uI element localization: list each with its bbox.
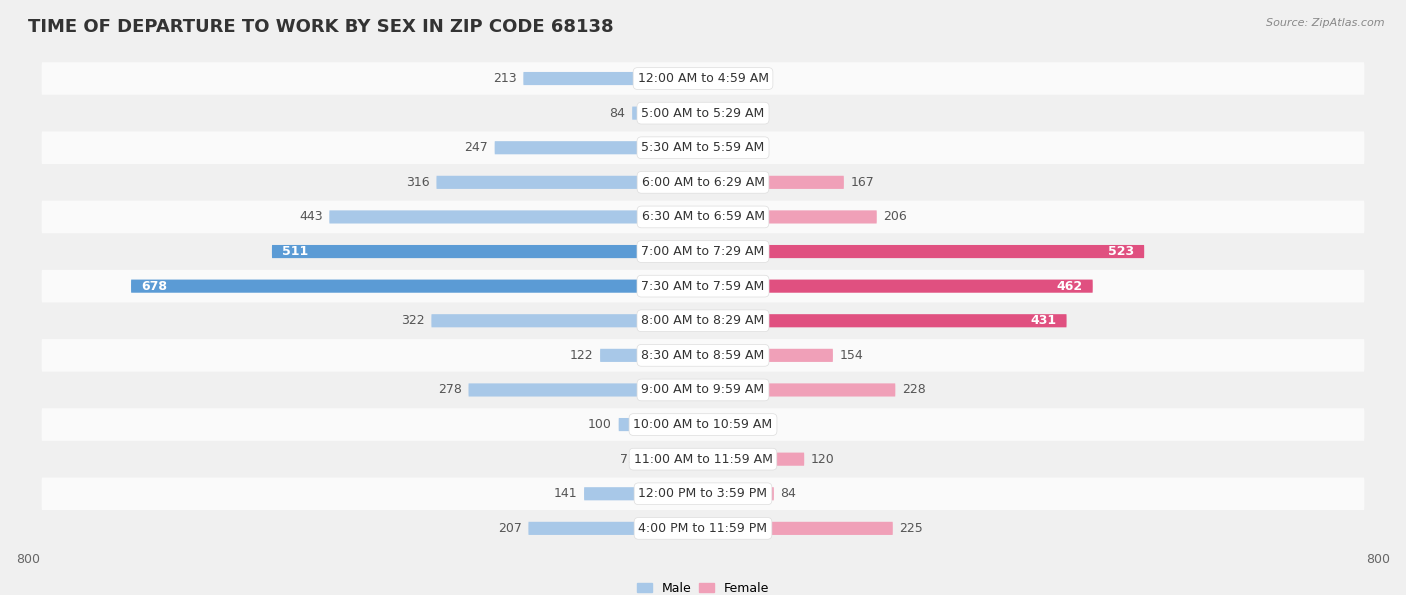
- Text: 12:00 AM to 4:59 AM: 12:00 AM to 4:59 AM: [637, 72, 769, 85]
- Text: 316: 316: [406, 176, 430, 189]
- FancyBboxPatch shape: [42, 270, 1364, 302]
- Text: 462: 462: [1056, 280, 1083, 293]
- Text: 41: 41: [744, 107, 761, 120]
- Text: 5:00 AM to 5:29 AM: 5:00 AM to 5:29 AM: [641, 107, 765, 120]
- Text: 100: 100: [588, 418, 612, 431]
- FancyBboxPatch shape: [529, 522, 703, 535]
- FancyBboxPatch shape: [436, 176, 703, 189]
- Text: 247: 247: [464, 141, 488, 154]
- Text: 154: 154: [839, 349, 863, 362]
- FancyBboxPatch shape: [329, 211, 703, 224]
- FancyBboxPatch shape: [432, 314, 703, 327]
- Text: 71: 71: [620, 453, 637, 466]
- FancyBboxPatch shape: [42, 443, 1364, 475]
- FancyBboxPatch shape: [703, 383, 896, 396]
- FancyBboxPatch shape: [42, 62, 1364, 95]
- FancyBboxPatch shape: [468, 383, 703, 396]
- FancyBboxPatch shape: [703, 245, 1144, 258]
- Text: 120: 120: [811, 453, 835, 466]
- FancyBboxPatch shape: [42, 478, 1364, 510]
- Text: 322: 322: [401, 314, 425, 327]
- FancyBboxPatch shape: [523, 72, 703, 85]
- Text: 523: 523: [1108, 245, 1135, 258]
- FancyBboxPatch shape: [131, 280, 703, 293]
- Text: 225: 225: [900, 522, 924, 535]
- Text: 8:00 AM to 8:29 AM: 8:00 AM to 8:29 AM: [641, 314, 765, 327]
- Legend: Male, Female: Male, Female: [631, 577, 775, 595]
- FancyBboxPatch shape: [703, 72, 735, 85]
- FancyBboxPatch shape: [619, 418, 703, 431]
- FancyBboxPatch shape: [703, 522, 893, 535]
- FancyBboxPatch shape: [600, 349, 703, 362]
- Text: 46: 46: [748, 418, 765, 431]
- Text: 6:00 AM to 6:29 AM: 6:00 AM to 6:29 AM: [641, 176, 765, 189]
- Text: 7:00 AM to 7:29 AM: 7:00 AM to 7:29 AM: [641, 245, 765, 258]
- Text: Source: ZipAtlas.com: Source: ZipAtlas.com: [1267, 18, 1385, 28]
- FancyBboxPatch shape: [42, 235, 1364, 268]
- Text: 11:00 AM to 11:59 AM: 11:00 AM to 11:59 AM: [634, 453, 772, 466]
- FancyBboxPatch shape: [643, 453, 703, 466]
- Text: 84: 84: [610, 107, 626, 120]
- Text: 10:00 AM to 10:59 AM: 10:00 AM to 10:59 AM: [634, 418, 772, 431]
- Text: 678: 678: [141, 280, 167, 293]
- FancyBboxPatch shape: [271, 245, 703, 258]
- FancyBboxPatch shape: [703, 487, 773, 500]
- FancyBboxPatch shape: [703, 176, 844, 189]
- FancyBboxPatch shape: [703, 453, 804, 466]
- Text: 5:30 AM to 5:59 AM: 5:30 AM to 5:59 AM: [641, 141, 765, 154]
- Text: 9:00 AM to 9:59 AM: 9:00 AM to 9:59 AM: [641, 383, 765, 396]
- Text: 12:00 PM to 3:59 PM: 12:00 PM to 3:59 PM: [638, 487, 768, 500]
- FancyBboxPatch shape: [42, 339, 1364, 372]
- FancyBboxPatch shape: [42, 512, 1364, 544]
- FancyBboxPatch shape: [42, 97, 1364, 129]
- FancyBboxPatch shape: [703, 141, 747, 154]
- FancyBboxPatch shape: [42, 131, 1364, 164]
- Text: 52: 52: [754, 141, 769, 154]
- FancyBboxPatch shape: [495, 141, 703, 154]
- Text: 122: 122: [569, 349, 593, 362]
- Text: 39: 39: [742, 72, 758, 85]
- Text: 431: 431: [1031, 314, 1056, 327]
- FancyBboxPatch shape: [633, 107, 703, 120]
- FancyBboxPatch shape: [42, 408, 1364, 441]
- FancyBboxPatch shape: [703, 107, 738, 120]
- Text: 167: 167: [851, 176, 875, 189]
- FancyBboxPatch shape: [42, 201, 1364, 233]
- FancyBboxPatch shape: [583, 487, 703, 500]
- Text: 213: 213: [494, 72, 516, 85]
- FancyBboxPatch shape: [703, 280, 1092, 293]
- Text: 6:30 AM to 6:59 AM: 6:30 AM to 6:59 AM: [641, 211, 765, 224]
- Text: 207: 207: [498, 522, 522, 535]
- FancyBboxPatch shape: [42, 374, 1364, 406]
- Text: 141: 141: [554, 487, 578, 500]
- Text: 4:00 PM to 11:59 PM: 4:00 PM to 11:59 PM: [638, 522, 768, 535]
- FancyBboxPatch shape: [703, 211, 877, 224]
- FancyBboxPatch shape: [703, 418, 742, 431]
- Text: 278: 278: [437, 383, 461, 396]
- Text: 443: 443: [299, 211, 322, 224]
- FancyBboxPatch shape: [703, 314, 1067, 327]
- Text: 8:30 AM to 8:59 AM: 8:30 AM to 8:59 AM: [641, 349, 765, 362]
- Text: 206: 206: [883, 211, 907, 224]
- Text: 511: 511: [283, 245, 308, 258]
- Text: TIME OF DEPARTURE TO WORK BY SEX IN ZIP CODE 68138: TIME OF DEPARTURE TO WORK BY SEX IN ZIP …: [28, 18, 614, 36]
- FancyBboxPatch shape: [42, 305, 1364, 337]
- Text: 7:30 AM to 7:59 AM: 7:30 AM to 7:59 AM: [641, 280, 765, 293]
- Text: 228: 228: [903, 383, 925, 396]
- Text: 84: 84: [780, 487, 796, 500]
- FancyBboxPatch shape: [42, 166, 1364, 199]
- FancyBboxPatch shape: [703, 349, 832, 362]
